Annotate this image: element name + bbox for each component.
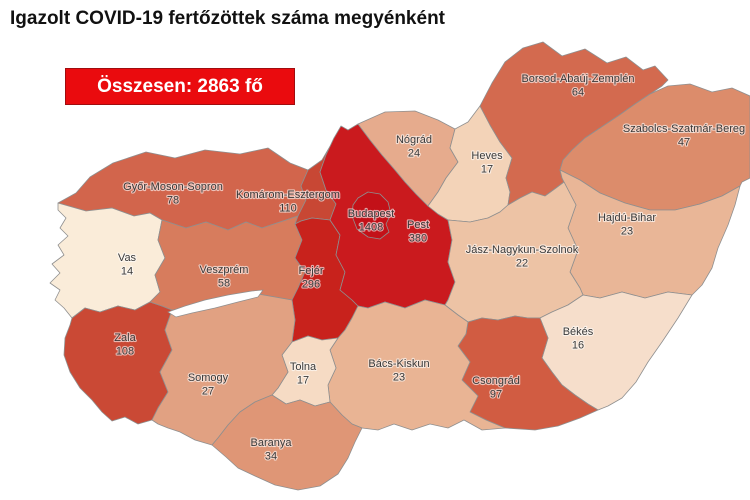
- county-value-nograd: 24: [408, 148, 420, 160]
- county-value-tolna: 17: [297, 375, 309, 387]
- county-label-heves: Heves: [471, 150, 503, 162]
- county-label-jasz: Jász-Nagykun-Szolnok: [466, 244, 579, 256]
- county-value-csongrad: 97: [490, 389, 502, 401]
- county-value-heves: 17: [481, 164, 493, 176]
- county-budapest: [351, 191, 392, 240]
- county-value-veszprem: 58: [218, 278, 230, 290]
- county-label-bacs: Bács-Kiskun: [368, 358, 429, 370]
- total-label: Összesen: 2863 fő: [97, 75, 263, 97]
- county-label-zala: Zala: [114, 332, 136, 344]
- county-value-borsod: 64: [572, 87, 584, 99]
- county-label-nograd: Nógrád: [396, 134, 432, 146]
- county-value-fejer: 296: [302, 279, 320, 291]
- county-value-somogy: 27: [202, 386, 214, 398]
- county-label-baranya: Baranya: [251, 437, 293, 449]
- lake-balaton: [167, 289, 264, 318]
- county-shapes: [49, 41, 750, 491]
- county-value-zala: 108: [116, 346, 134, 358]
- county-label-hajdu: Hajdú-Bihar: [598, 212, 656, 224]
- county-baranya: [211, 394, 363, 491]
- county-label-vas: Vas: [118, 252, 137, 264]
- county-value-bacs: 23: [393, 372, 405, 384]
- county-value-pest: 380: [409, 233, 427, 245]
- county-label-gyms: Győr-Moson-Sopron: [123, 181, 223, 193]
- county-label-csongrad: Csongrád: [472, 375, 520, 387]
- county-value-jasz: 22: [516, 258, 528, 270]
- total-box: Összesen: 2863 fő: [65, 68, 295, 105]
- county-value-gyms: 78: [167, 195, 179, 207]
- county-value-ke: 110: [279, 203, 297, 215]
- county-value-bekes: 16: [572, 340, 584, 352]
- county-label-bekes: Békés: [563, 326, 594, 338]
- county-label-somogy: Somogy: [188, 372, 229, 384]
- county-labels: Győr-Moson-Sopron 78 Komárom-Esztergom 110 B…: [113, 72, 746, 464]
- county-label-szabolcs: Szabolcs-Szatmár-Bereg: [623, 123, 745, 135]
- county-label-budapest: Budapest: [348, 208, 394, 220]
- county-label-pest: Pest: [407, 219, 429, 231]
- county-label-ke: Komárom-Esztergom: [236, 189, 340, 201]
- county-value-hajdu: 23: [621, 226, 633, 238]
- county-zala: [63, 301, 173, 425]
- county-label-fejer: Fejér: [298, 265, 323, 277]
- county-label-tolna: Tolna: [290, 361, 317, 373]
- county-label-veszprem: Veszprém: [200, 264, 249, 276]
- county-value-baranya: 34: [265, 451, 277, 463]
- county-value-szabolcs: 47: [678, 137, 690, 149]
- page-title: Igazolt COVID-19 fertőzöttek száma megyé…: [10, 8, 445, 29]
- county-vas: [49, 202, 166, 319]
- county-label-borsod: Borsod-Abaúj-Zemplén: [521, 73, 634, 85]
- county-value-budapest: 1408: [359, 222, 383, 234]
- county-value-vas: 14: [121, 266, 133, 278]
